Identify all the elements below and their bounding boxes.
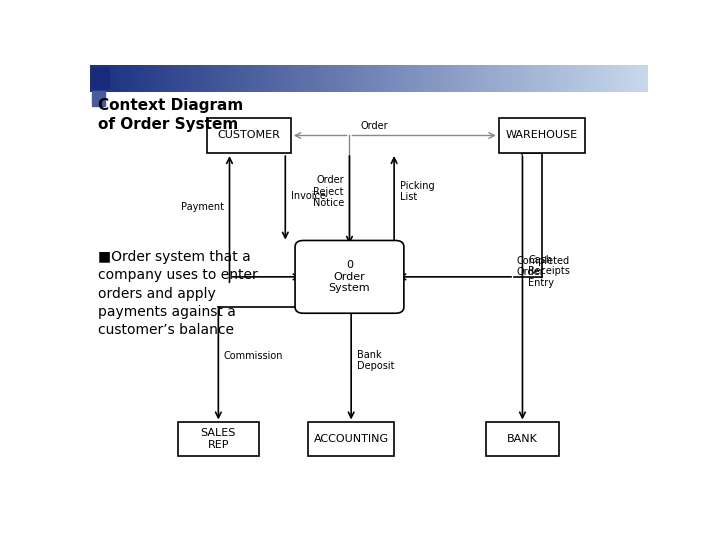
Text: ■Order system that a
company uses to enter
orders and apply
payments against a
c: ■Order system that a company uses to ent… — [99, 250, 258, 338]
Bar — [308, 422, 395, 456]
Text: Payment: Payment — [181, 202, 224, 212]
Bar — [92, 91, 104, 106]
Text: Completed
Order: Completed Order — [517, 255, 570, 277]
Bar — [207, 118, 291, 153]
Text: 0
Order
System: 0 Order System — [328, 260, 370, 293]
Text: Cash
Receipts
Entry: Cash Receipts Entry — [528, 254, 570, 288]
Text: Picking
List: Picking List — [400, 181, 434, 202]
Text: Order: Order — [361, 122, 388, 131]
Text: CUSTOMER: CUSTOMER — [217, 131, 281, 140]
Bar — [92, 68, 109, 87]
Text: Context Diagram
of Order System: Context Diagram of Order System — [99, 98, 243, 132]
Text: Commission: Commission — [224, 352, 284, 361]
Bar — [486, 422, 559, 456]
Text: BANK: BANK — [507, 434, 538, 444]
Text: ACCOUNTING: ACCOUNTING — [314, 434, 389, 444]
Bar — [178, 422, 258, 456]
Text: WAREHOUSE: WAREHOUSE — [506, 131, 578, 140]
Text: Order
Reject
Notice: Order Reject Notice — [312, 175, 344, 208]
FancyBboxPatch shape — [295, 240, 404, 313]
Text: Invoice: Invoice — [291, 191, 325, 201]
Text: SALES
REP: SALES REP — [201, 428, 236, 450]
Text: Bank
Deposit: Bank Deposit — [356, 350, 395, 372]
Bar — [499, 118, 585, 153]
